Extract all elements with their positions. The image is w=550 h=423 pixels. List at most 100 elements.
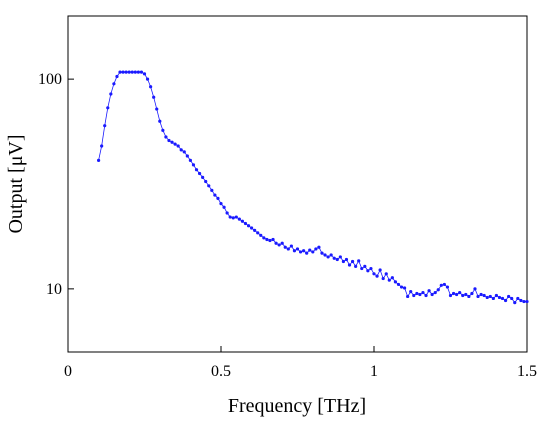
data-point (97, 158, 101, 162)
data-point (387, 278, 391, 282)
data-point (185, 154, 189, 158)
data-point (415, 291, 419, 296)
data-point (256, 231, 260, 235)
data-point (259, 233, 263, 237)
data-point (216, 196, 220, 200)
data-point (510, 296, 514, 301)
data-point (246, 224, 251, 228)
data-point (516, 296, 520, 301)
data-point (302, 249, 306, 253)
data-point (436, 288, 440, 292)
data-point (100, 144, 104, 148)
data-point (194, 168, 199, 172)
x-tick-label: 0.5 (211, 363, 231, 380)
data-point (127, 70, 131, 74)
data-point (488, 294, 492, 299)
data-point (503, 298, 508, 303)
data-point (363, 264, 367, 268)
data-point (121, 70, 125, 74)
data-point (191, 163, 196, 167)
data-point (424, 293, 428, 298)
y-axis-label: Output [μV] (5, 134, 27, 233)
data-point (280, 241, 284, 245)
data-point (500, 296, 505, 301)
data-point (406, 294, 410, 299)
data-point (292, 249, 297, 253)
x-tick-label: 1 (370, 363, 378, 380)
data-point (109, 92, 113, 96)
data-point (253, 228, 257, 233)
data-point (482, 293, 486, 298)
data-point (167, 138, 171, 143)
data-point (295, 247, 300, 251)
data-point (201, 175, 205, 179)
data-point (323, 253, 327, 257)
data-point (451, 291, 456, 296)
data-point (467, 294, 471, 299)
data-point (473, 287, 477, 291)
data-point (357, 259, 361, 263)
data-point (286, 247, 290, 251)
data-point (354, 264, 358, 268)
data-point (476, 294, 480, 299)
data-point (179, 148, 183, 152)
data-point (139, 70, 144, 74)
data-point (164, 135, 168, 139)
data-point (369, 266, 373, 271)
data-point (308, 248, 312, 252)
data-point (485, 295, 489, 300)
data-point (421, 290, 425, 295)
data-point (228, 215, 232, 219)
data-point (491, 296, 495, 301)
data-point (497, 295, 502, 300)
data-point (338, 255, 342, 259)
data-point (133, 70, 137, 74)
data-point (115, 74, 119, 79)
data-point (277, 243, 281, 247)
y-tick-label: 10 (46, 281, 62, 298)
data-point (311, 250, 315, 254)
data-point (399, 285, 404, 289)
data-point (197, 171, 202, 176)
data-point (152, 95, 156, 99)
data-point (237, 217, 241, 221)
data-point (136, 70, 140, 74)
data-point (155, 107, 159, 111)
data-point (320, 251, 324, 255)
data-point (479, 292, 483, 297)
data-point (519, 298, 523, 303)
data-point (458, 290, 462, 295)
data-point (158, 119, 162, 123)
data-point (326, 255, 330, 259)
data-point (289, 244, 293, 248)
data-point (317, 245, 321, 249)
data-point (335, 257, 339, 262)
data-point (204, 179, 208, 184)
data-point (494, 293, 498, 298)
data-point (298, 250, 303, 254)
data-point (396, 282, 401, 287)
data-point (455, 292, 459, 297)
data-point (513, 301, 517, 305)
data-point (145, 77, 150, 81)
data-point (106, 106, 110, 110)
data-point (250, 226, 254, 230)
data-point (213, 193, 217, 197)
data-point (507, 294, 511, 299)
data-point (393, 280, 398, 284)
data-point (222, 205, 226, 209)
data-point (448, 293, 453, 298)
data-point (347, 263, 352, 267)
data-point (445, 285, 450, 289)
data-point (225, 211, 229, 215)
data-point (207, 184, 211, 188)
data-point (271, 237, 275, 242)
data-point (470, 291, 474, 296)
data-point (344, 257, 349, 262)
data-point (403, 286, 407, 290)
data-point (305, 251, 309, 255)
data-point (329, 253, 333, 257)
data-point (360, 266, 364, 271)
data-point (525, 299, 529, 304)
data-point (409, 290, 413, 294)
